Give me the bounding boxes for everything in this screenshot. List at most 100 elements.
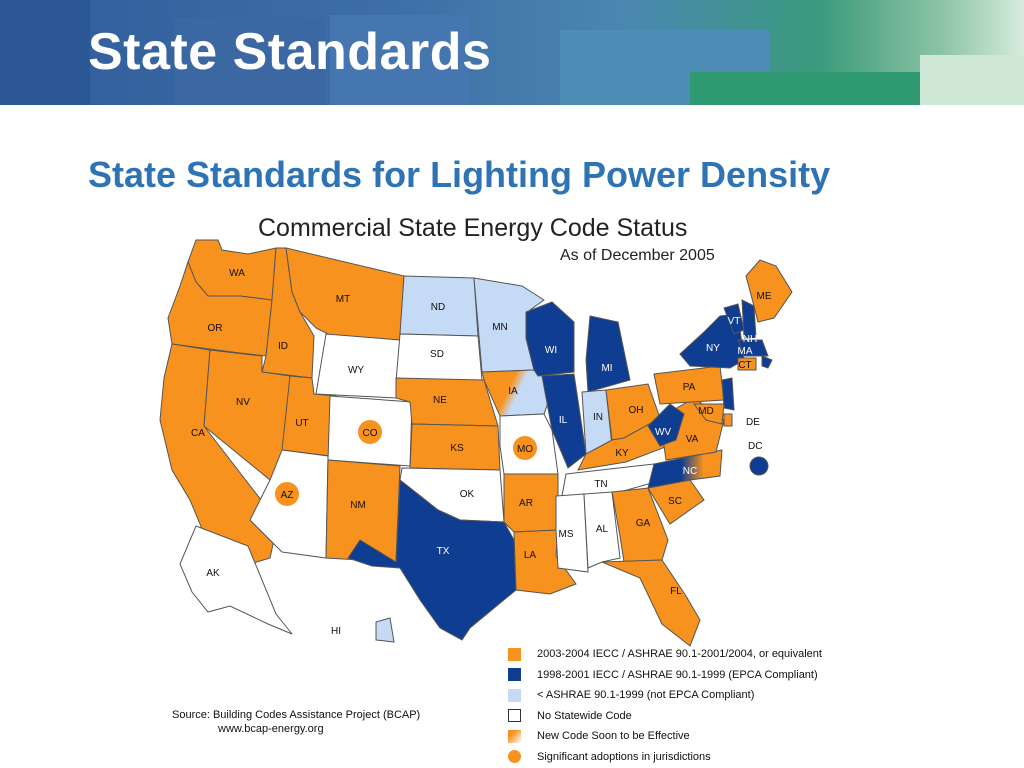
header-band: State Standards: [0, 0, 1024, 105]
state-label-hi: HI: [331, 626, 341, 637]
slide-title: State Standards: [88, 23, 492, 81]
state-label-nc: NC: [683, 466, 697, 477]
state-ri: [761, 355, 773, 369]
state-al: [583, 491, 621, 569]
legend-label: < ASHRAE 90.1-1999 (not EPCA Compliant): [537, 689, 755, 702]
slide-subtitle: State Standards for Lighting Power Densi…: [88, 154, 831, 195]
state-label-ga: GA: [636, 518, 651, 529]
state-label-wi: WI: [545, 345, 557, 356]
state-label-wv: WV: [655, 427, 671, 438]
state-dc: [749, 456, 769, 476]
state-ak: [179, 525, 293, 635]
state-mi: [585, 315, 631, 393]
jurisdiction-marker-az: [275, 482, 299, 506]
source-url: www.bcap-energy.org: [218, 723, 324, 735]
legend-swatch: [508, 647, 521, 661]
state-label-tx: TX: [437, 546, 450, 557]
state-label-fl: FL: [670, 586, 682, 597]
state-label-co: CO: [363, 428, 378, 439]
legend-item-below-1999: < ASHRAE 90.1-1999 (not EPCA Compliant): [508, 685, 822, 706]
state-nh: [741, 299, 757, 339]
state-label-vt: VT: [728, 316, 741, 327]
state-fl: [601, 559, 701, 647]
state-label-me: ME: [757, 291, 772, 302]
state-tx: [347, 479, 517, 641]
source-line: Source: Building Codes Assistance Projec…: [172, 709, 421, 721]
state-label-sd: SD: [430, 349, 444, 360]
legend-swatch: [508, 750, 521, 764]
state-de: [723, 413, 733, 427]
map-title: Commercial State Energy Code Status: [258, 214, 688, 242]
legend-label: No Statewide Code: [537, 709, 632, 722]
state-label-ks: KS: [450, 443, 464, 454]
state-label-ut: UT: [295, 418, 308, 429]
state-label-ny: NY: [706, 343, 720, 354]
state-wv: [647, 403, 685, 447]
state-nj: [721, 377, 735, 411]
state-label-ak: AK: [206, 568, 220, 579]
state-label-nh: NH: [743, 334, 757, 345]
state-label-wa: WA: [229, 268, 245, 279]
state-label-ar: AR: [519, 498, 533, 509]
legend-item-none: No Statewide Code: [508, 706, 822, 727]
legend-swatch: [508, 668, 521, 682]
header-tile: [0, 0, 90, 105]
state-wi: [525, 301, 575, 377]
legend-item-soon: New Code Soon to be Effective: [508, 726, 822, 747]
legend-label: Significant adoptions in jurisdictions: [537, 750, 711, 763]
state-label-ct: CT: [738, 360, 751, 371]
state-label-nv: NV: [236, 397, 250, 408]
state-label-ok: OK: [460, 489, 475, 500]
state-label-il: IL: [559, 415, 568, 426]
header-tile: [690, 72, 920, 105]
state-label-sc: SC: [668, 496, 682, 507]
state-me: [745, 259, 793, 323]
state-label-ia: IA: [508, 386, 518, 397]
state-label-al: AL: [596, 524, 609, 535]
legend-item-iecc-1998: 1998-2001 IECC / ASHRAE 90.1-1999 (EPCA …: [508, 665, 822, 686]
legend-swatch: [508, 688, 521, 702]
state-label-mi: MI: [601, 363, 612, 374]
state-label-tn: TN: [594, 479, 607, 490]
source-note: Source: Building Codes Assistance Projec…: [172, 708, 420, 736]
state-label-az: AZ: [281, 490, 294, 501]
state-label-mo: MO: [517, 444, 533, 455]
state-label-wy: WY: [348, 365, 364, 376]
header-tile: [920, 55, 1024, 105]
state-ne: [395, 377, 499, 427]
state-label-va: VA: [686, 434, 699, 445]
jurisdiction-marker-mo: [513, 436, 537, 460]
state-label-de: DE: [746, 417, 760, 428]
state-label-nj: NJ: [739, 398, 751, 409]
state-label-pa: PA: [683, 382, 696, 393]
state-label-id: ID: [278, 341, 288, 352]
state-label-ne: NE: [433, 395, 447, 406]
state-tn: [561, 463, 663, 497]
legend-label: 2003-2004 IECC / ASHRAE 90.1-2001/2004, …: [537, 648, 822, 661]
state-label-nm: NM: [350, 500, 366, 511]
state-il: [541, 373, 587, 469]
state-label-ri: RI: [761, 388, 771, 399]
state-label-ky: KY: [615, 448, 629, 459]
legend-swatch: [508, 709, 521, 723]
state-ms: [555, 493, 589, 573]
state-label-in: IN: [593, 412, 603, 423]
state-label-ms: MS: [559, 529, 574, 540]
state-label-nd: ND: [431, 302, 445, 313]
legend-item-iecc-2003: 2003-2004 IECC / ASHRAE 90.1-2001/2004, …: [508, 644, 822, 665]
state-ny: [679, 313, 745, 369]
legend-label: New Code Soon to be Effective: [537, 730, 690, 743]
header-tile: [330, 15, 470, 105]
state-label-ma: MA: [738, 346, 753, 357]
legend-item-jurisdictions: Significant adoptions in jurisdictions: [508, 747, 822, 768]
header-tile: [175, 18, 325, 105]
state-md: [693, 403, 725, 425]
state-label-la: LA: [524, 550, 537, 561]
state-ma: [737, 339, 769, 357]
jurisdiction-marker-co: [358, 420, 382, 444]
state-label-md: MD: [698, 406, 714, 417]
state-label-mt: MT: [336, 294, 350, 305]
state-label-or: OR: [208, 323, 223, 334]
map-legend: 2003-2004 IECC / ASHRAE 90.1-2001/2004, …: [508, 644, 822, 767]
